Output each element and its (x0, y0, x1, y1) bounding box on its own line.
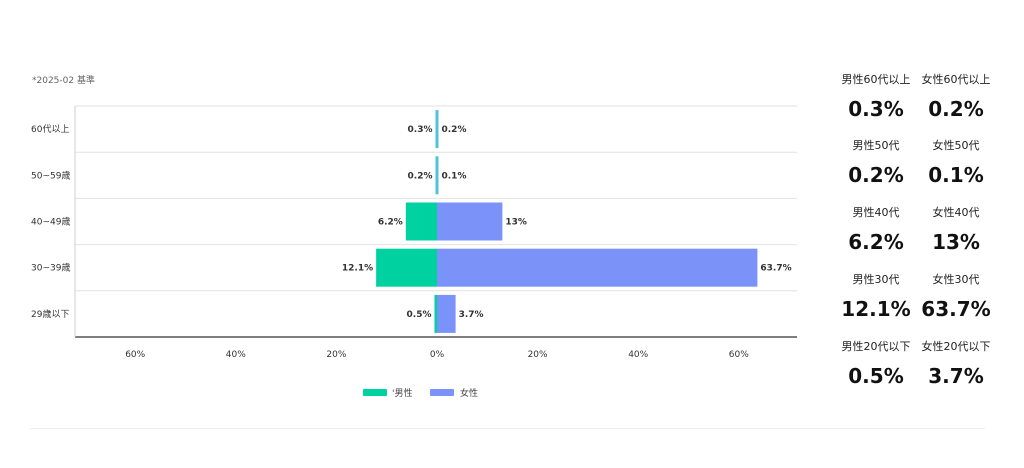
stat-label: 男性50代 (852, 139, 900, 152)
stat-male: 男性60代以上 0.3% (836, 71, 916, 121)
stat-label: 女性50代 (932, 139, 980, 152)
x-tick-label: 40% (628, 350, 648, 360)
stat-male: 男性30代 12.1% (836, 271, 916, 321)
bar-female[interactable] (437, 248, 758, 287)
bar-male[interactable] (376, 248, 437, 287)
chart-bars (376, 110, 758, 333)
stat-female: 女性60代以上 0.2% (916, 71, 996, 121)
value-label-male: 0.3% (408, 125, 433, 135)
stat-male: 男性50代 0.2% (836, 137, 916, 187)
bar-female[interactable] (437, 110, 439, 149)
bar-male[interactable] (405, 202, 437, 241)
stat-label: 男性60代以上 (841, 73, 911, 86)
stat-male: 男性40代 6.2% (836, 204, 916, 254)
stat-label: 男性30代 (852, 273, 900, 286)
stat-male: 男性20代以下 0.5% (836, 338, 916, 388)
stat-label: 女性30代 (932, 273, 980, 286)
value-label-female: 13% (505, 218, 527, 228)
stat-value: 0.2% (848, 163, 904, 187)
bar-female[interactable] (437, 156, 439, 195)
x-tick-label: 20% (528, 350, 548, 360)
stat-value: 12.1% (841, 297, 911, 321)
stat-value: 0.1% (928, 163, 984, 187)
category-label: 40~49歳 (31, 216, 70, 228)
category-label: 29歳以下 (31, 308, 69, 320)
stat-value: 0.5% (848, 364, 904, 388)
category-label: 60代以上 (31, 124, 69, 135)
bar-male[interactable] (435, 110, 437, 149)
bar-male[interactable] (435, 156, 438, 195)
stat-value: 0.2% (928, 97, 984, 121)
stat-female: 女性30代 63.7% (916, 271, 996, 321)
chart-grid (74, 105, 797, 338)
stat-label: 女性40代 (932, 206, 980, 219)
stat-value: 6.2% (848, 230, 904, 254)
x-tick-label: 60% (125, 350, 145, 360)
stat-value: 63.7% (921, 297, 991, 321)
bar-male[interactable] (434, 294, 437, 333)
legend-label-male[interactable]: '男性 (392, 387, 412, 399)
value-label-female: 3.7% (459, 310, 484, 320)
stat-label: 男性40代 (852, 206, 900, 219)
x-tick-label: 20% (326, 350, 346, 360)
bar-female[interactable] (437, 202, 503, 241)
legend-label-female[interactable]: 女性 (460, 387, 478, 399)
stat-label: 男性20代以下 (841, 340, 911, 353)
base-date-note: *2025-02 基準 (32, 74, 95, 86)
value-label-male: 12.1% (342, 264, 373, 274)
value-label-female: 63.7% (760, 264, 791, 274)
x-tick-label: 60% (729, 350, 749, 360)
x-tick-label: 0% (430, 350, 445, 360)
value-label-female: 0.1% (442, 171, 467, 181)
stat-label: 女性20代以下 (921, 340, 991, 353)
chart-labels: 60代以上 0.3% 0.2% 50~59歳 0.2% 0.1% 40~49歳 6.2% 13%… (31, 124, 792, 360)
bar-female[interactable] (437, 294, 456, 333)
stat-value: 13% (932, 230, 980, 254)
stat-female: 女性20代以下 3.7% (916, 338, 996, 388)
legend-swatch-male[interactable] (363, 389, 387, 396)
stat-value: 0.3% (848, 97, 904, 121)
stat-value: 3.7% (928, 364, 984, 388)
section-divider (30, 428, 985, 429)
value-label-male: 6.2% (378, 218, 403, 228)
value-label-female: 0.2% (442, 125, 467, 135)
legend-swatch-female[interactable] (430, 389, 454, 396)
value-label-male: 0.2% (408, 171, 433, 181)
stat-female: 女性40代 13% (916, 204, 996, 254)
x-tick-label: 40% (226, 350, 246, 360)
stat-label: 女性60代以上 (921, 73, 991, 86)
chart-legend[interactable]: '男性 女性 (363, 387, 478, 399)
category-label: 30~39歳 (31, 262, 70, 274)
category-label: 50~59歳 (31, 169, 70, 181)
value-label-male: 0.5% (407, 310, 432, 320)
stat-female: 女性50代 0.1% (916, 137, 996, 187)
